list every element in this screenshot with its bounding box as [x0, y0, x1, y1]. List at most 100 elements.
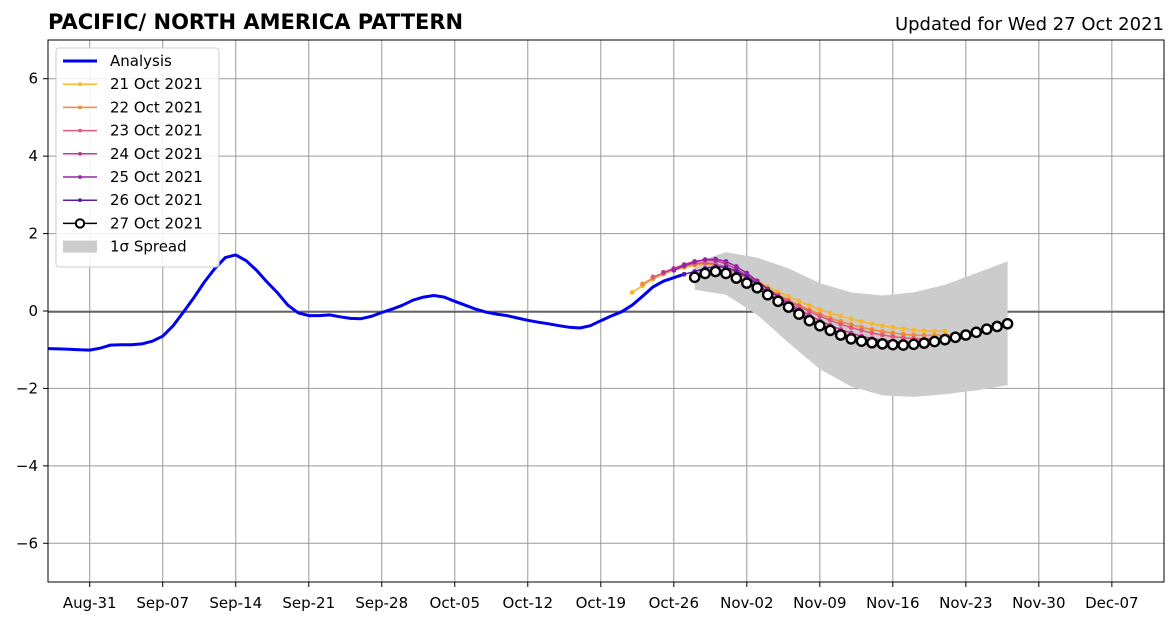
axes: Aug-31 Sep-07 Sep-14 Sep-21 Sep-28 Oct-05 Oct-… — [16, 70, 1139, 612]
data-point — [900, 335, 906, 341]
legend-marker — [78, 128, 82, 133]
data-point — [761, 288, 774, 301]
x-tick-label: Sep-21 — [282, 594, 335, 612]
data-point — [960, 329, 972, 341]
data-point — [907, 338, 920, 351]
data-point — [681, 263, 687, 269]
data-point — [827, 310, 833, 316]
x-tick-label: Sep-07 — [136, 594, 189, 612]
data-point — [879, 323, 885, 329]
legend-marker — [78, 151, 82, 156]
data-point — [834, 329, 847, 341]
data-point — [709, 265, 722, 278]
x-tick-label: Nov-02 — [720, 594, 773, 612]
series-line — [47, 253, 685, 352]
data-point — [869, 330, 875, 336]
x-tick-label: Nov-09 — [793, 594, 846, 612]
data-point — [890, 324, 896, 330]
x-tick-label: Nov-30 — [1012, 594, 1065, 612]
data-point — [723, 259, 729, 264]
legend-label: Analysis — [110, 52, 172, 70]
legend-label: 24 Oct 2021 — [110, 145, 203, 163]
data-point — [838, 321, 844, 327]
data-point — [991, 320, 1003, 333]
data-point — [887, 338, 899, 351]
x-tick-label: Sep-14 — [209, 594, 262, 612]
data-point — [824, 324, 837, 337]
data-point — [918, 337, 930, 349]
data-point — [681, 271, 687, 277]
legend-item: 21 Oct 2021 — [63, 75, 203, 93]
chart-subtitle: Updated for Wed 27 Oct 2021 — [895, 14, 1164, 35]
data-point — [744, 270, 750, 276]
y-tick-label: 6 — [28, 70, 38, 88]
data-point — [660, 269, 666, 275]
data-point — [817, 313, 823, 319]
x-tick-label: Oct-05 — [430, 594, 480, 612]
series-analysis — [47, 253, 685, 352]
legend-label: 21 Oct 2021 — [110, 75, 203, 93]
data-point — [859, 327, 864, 333]
legend-label: 22 Oct 2021 — [110, 98, 203, 116]
data-point — [939, 333, 951, 346]
data-point — [859, 319, 864, 324]
y-tick-label: 4 — [28, 147, 38, 165]
legend-item: 27 Oct 2021 — [63, 214, 203, 232]
y-tick-label: −4 — [16, 457, 38, 475]
legend-label: 23 Oct 2021 — [110, 122, 203, 140]
x-tick-label: Aug-31 — [63, 594, 117, 612]
legend-marker — [78, 82, 82, 87]
y-tick-label: −6 — [16, 534, 38, 552]
data-point — [702, 257, 708, 262]
legend-item: Analysis — [63, 52, 172, 70]
x-tick-label: Dec-07 — [1085, 594, 1139, 612]
data-point — [848, 325, 854, 331]
data-point — [980, 323, 993, 335]
series-lines — [47, 253, 1014, 352]
data-point — [848, 316, 854, 322]
data-point — [911, 327, 917, 333]
data-point — [827, 317, 833, 323]
data-point — [782, 301, 795, 313]
legend-swatch — [63, 240, 97, 253]
data-point — [1001, 317, 1014, 330]
legend-marker — [74, 218, 86, 229]
x-tick-label: Oct-26 — [649, 594, 699, 612]
y-tick-label: −2 — [16, 379, 38, 397]
data-point — [806, 303, 812, 308]
y-tick-label: 2 — [28, 225, 38, 243]
x-tick-label: Nov-16 — [866, 594, 919, 612]
data-point — [650, 274, 656, 280]
legend-item: 24 Oct 2021 — [63, 145, 203, 163]
data-point — [855, 335, 868, 347]
y-tick-label: 0 — [28, 302, 38, 320]
data-point — [942, 328, 948, 334]
data-point — [803, 314, 816, 327]
data-point — [629, 290, 635, 295]
legend-item: 26 Oct 2021 — [63, 191, 203, 209]
data-point — [814, 319, 826, 332]
data-point — [817, 307, 823, 312]
data-point — [730, 272, 743, 284]
data-point — [869, 321, 875, 327]
legend-label: 25 Oct 2021 — [110, 168, 203, 186]
data-point — [879, 332, 885, 338]
data-point — [733, 264, 739, 269]
data-point — [928, 335, 941, 348]
data-point — [921, 328, 927, 334]
data-point — [772, 295, 784, 308]
chart-title: PACIFIC/ NORTH AMERICA PATTERN — [48, 10, 463, 34]
x-tick-label: Oct-19 — [576, 594, 626, 612]
x-tick-label: Nov-23 — [939, 594, 992, 612]
data-point — [897, 339, 910, 351]
legend-item: 25 Oct 2021 — [63, 168, 203, 186]
legend-item: 23 Oct 2021 — [63, 122, 203, 140]
data-point — [866, 336, 878, 349]
data-point — [900, 326, 906, 332]
legend-label: 1σ Spread — [110, 238, 187, 256]
data-point — [876, 338, 889, 350]
legend-label: 27 Oct 2021 — [110, 214, 203, 232]
data-point — [720, 267, 732, 280]
legend: Analysis 21 Oct 2021 22 Oct 2021 23 Oct 202… — [55, 47, 220, 268]
